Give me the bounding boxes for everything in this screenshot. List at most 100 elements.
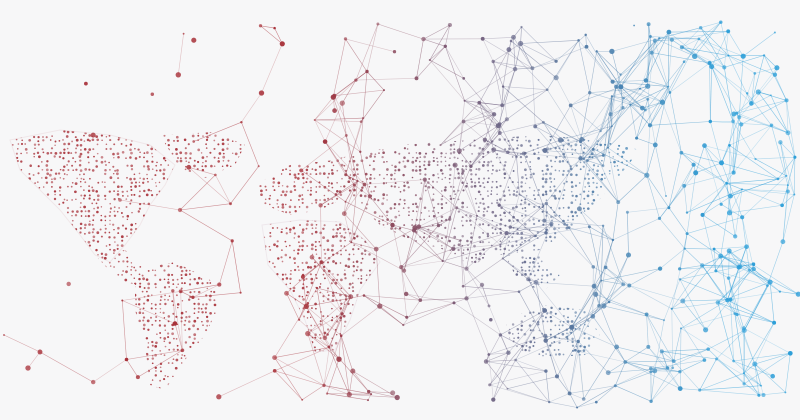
map-dot	[579, 193, 582, 196]
network-link	[629, 268, 661, 286]
map-dot	[335, 232, 338, 235]
map-dot	[307, 189, 309, 192]
network-link	[704, 145, 731, 197]
map-dot	[331, 244, 335, 248]
map-dot	[185, 311, 187, 313]
map-dot	[520, 194, 522, 197]
map-dot	[457, 198, 460, 201]
map-dot	[532, 311, 535, 314]
map-dot	[209, 311, 212, 315]
map-dot	[482, 223, 485, 226]
map-dot	[563, 222, 566, 226]
map-dot	[537, 262, 539, 264]
map-dot	[91, 138, 95, 142]
network-link	[581, 96, 613, 140]
network-link	[629, 104, 637, 139]
network-link	[695, 162, 722, 174]
network-link	[346, 135, 355, 186]
map-dot	[436, 181, 438, 183]
map-dot	[143, 202, 146, 205]
map-dot	[305, 277, 308, 280]
map-dot	[537, 278, 540, 281]
map-dot	[550, 181, 553, 183]
map-dot	[448, 181, 451, 184]
map-dot	[491, 173, 493, 175]
map-dot	[336, 278, 339, 281]
map-dot	[202, 161, 204, 164]
map-dot	[74, 136, 77, 139]
map-dot	[567, 219, 569, 222]
network-link	[620, 86, 624, 108]
map-dot	[440, 203, 444, 206]
map-dot	[524, 315, 526, 317]
map-dot	[570, 181, 574, 184]
map-dot	[572, 308, 574, 310]
network-link	[679, 279, 706, 330]
map-dot	[550, 306, 553, 310]
map-dot	[130, 228, 133, 231]
map-dot	[130, 168, 134, 171]
map-dot	[76, 177, 78, 180]
map-dot	[82, 178, 85, 181]
network-link	[219, 240, 233, 285]
map-dot	[93, 198, 96, 201]
map-dot	[469, 219, 472, 222]
network-link	[535, 126, 561, 141]
network-link	[726, 183, 783, 206]
map-dot	[302, 283, 305, 285]
network-link	[298, 262, 322, 320]
map-dot	[298, 295, 301, 298]
map-dot	[125, 270, 128, 274]
network-link	[611, 51, 622, 87]
map-dot	[507, 139, 510, 143]
map-dot	[158, 319, 161, 322]
map-dot	[503, 211, 506, 215]
map-dot	[503, 172, 507, 176]
network-link	[721, 145, 730, 164]
network-link	[556, 376, 570, 394]
map-dot	[567, 142, 570, 146]
map-dot	[386, 199, 388, 201]
map-dot	[139, 203, 142, 206]
map-dot	[360, 252, 364, 255]
network-link	[456, 207, 501, 245]
map-dot	[565, 226, 569, 230]
map-dot	[529, 165, 531, 168]
map-dot	[428, 210, 430, 212]
map-dot	[524, 239, 526, 242]
map-dot	[324, 252, 327, 255]
network-link	[733, 360, 762, 386]
network-link	[654, 370, 680, 372]
map-dot	[336, 273, 339, 276]
network-link	[578, 40, 590, 93]
map-dot	[155, 164, 158, 167]
map-dot	[567, 139, 570, 142]
map-dot	[310, 281, 314, 285]
map-dot	[210, 290, 212, 293]
network-link	[625, 361, 652, 373]
map-dot	[533, 152, 536, 155]
map-dot	[562, 148, 564, 151]
network-link	[527, 279, 545, 311]
map-dot	[197, 302, 201, 306]
network-link	[758, 91, 789, 133]
map-dot	[381, 219, 384, 222]
map-dot	[440, 152, 443, 155]
map-dot	[281, 273, 284, 276]
map-dot	[576, 140, 578, 143]
map-dot	[515, 194, 518, 197]
map-dot	[419, 197, 422, 201]
map-dot	[197, 311, 200, 313]
map-dot	[172, 312, 175, 315]
map-dot	[470, 173, 473, 176]
map-dot	[487, 177, 490, 180]
map-dot	[302, 176, 305, 180]
network-link	[758, 67, 778, 93]
map-dot	[322, 172, 326, 175]
network-link	[616, 346, 626, 363]
map-dot	[588, 169, 591, 172]
map-dot	[360, 277, 363, 280]
map-dot	[87, 156, 90, 159]
map-dot	[488, 241, 490, 244]
map-dot	[441, 172, 444, 175]
